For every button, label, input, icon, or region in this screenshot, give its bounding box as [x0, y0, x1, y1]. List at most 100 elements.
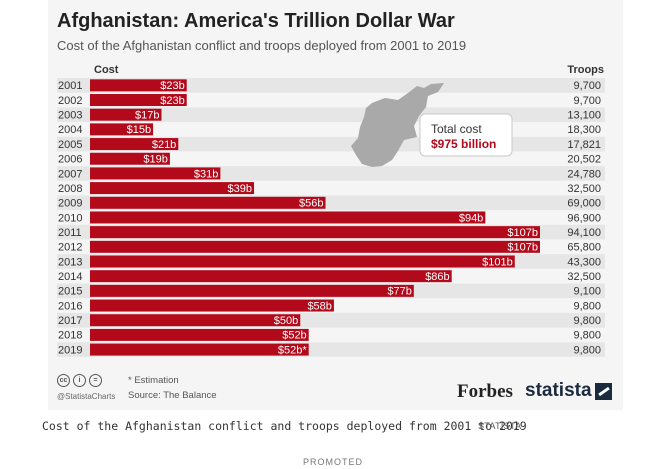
- caption-source[interactable]: STATISTA: [478, 421, 522, 431]
- year-tick-label: 2014: [58, 271, 82, 283]
- license-icons: cc i =: [57, 374, 102, 387]
- cost-value-label: $50b: [274, 315, 298, 327]
- troops-value-label: 9,100: [573, 286, 601, 298]
- forbes-logo: Forbes: [457, 381, 513, 402]
- troops-value-label: 9,700: [573, 95, 601, 107]
- cost-bar: [90, 255, 515, 268]
- year-tick-label: 2003: [58, 110, 82, 122]
- row-stripe: [57, 78, 605, 93]
- cost-bar: [90, 314, 301, 327]
- cost-value-label: $107b: [507, 227, 538, 239]
- promoted-label: PROMOTED: [303, 457, 364, 467]
- troops-value-label: 9,700: [573, 80, 601, 92]
- year-tick-label: 2008: [58, 183, 82, 195]
- cost-value-label: $17b: [135, 110, 159, 122]
- cost-value-label: $19b: [143, 154, 167, 166]
- troops-value-label: 9,800: [573, 330, 601, 342]
- year-tick-label: 2013: [58, 256, 82, 268]
- troops-value-label: 20,502: [567, 154, 601, 166]
- troops-value-label: 24,780: [567, 168, 601, 180]
- year-tick-label: 2006: [58, 154, 82, 166]
- year-tick-label: 2009: [58, 198, 82, 210]
- cost-bar: [90, 182, 255, 195]
- cost-bar: [90, 211, 486, 224]
- cost-value-label: $86b: [425, 271, 449, 283]
- cost-value-label: $52b*: [278, 344, 307, 356]
- cost-value-label: $107b: [507, 242, 538, 254]
- cost-bar: [90, 123, 154, 136]
- cost-value-label: $56b: [299, 198, 323, 210]
- cost-bar: [90, 79, 187, 92]
- troops-value-label: 9,800: [573, 315, 601, 327]
- year-tick-label: 2015: [58, 286, 82, 298]
- total-cost-callout-box: [419, 113, 513, 157]
- statista-logo-icon: [594, 382, 612, 400]
- cost-bar: [90, 328, 309, 341]
- cost-value-label: $23b: [160, 95, 184, 107]
- cost-bar: [90, 167, 221, 180]
- image-caption: Cost of the Afghanistan conflict and tro…: [42, 419, 527, 433]
- total-cost-label: Total cost: [431, 122, 482, 136]
- cost-bar: [90, 299, 334, 312]
- cost-value-label: $21b: [152, 139, 176, 151]
- cost-value-label: $58b: [307, 300, 331, 312]
- cost-value-label: $15b: [127, 124, 151, 136]
- cost-value-label: $31b: [194, 168, 218, 180]
- cost-bar: [90, 152, 170, 165]
- bar-chart: 2001 $23b 9,700 2002 $23b 9,700 2003 $17b 13,100…: [57, 64, 605, 357]
- total-cost-value: $975 billion: [431, 137, 496, 151]
- troops-value-label: 94,100: [567, 227, 601, 239]
- troops-value-label: 9,800: [573, 300, 601, 312]
- year-tick-label: 2016: [58, 300, 82, 312]
- cost-bar: [90, 94, 187, 107]
- cost-value-label: $101b: [482, 256, 513, 268]
- year-tick-label: 2012: [58, 242, 82, 254]
- year-tick-label: 2019: [58, 344, 82, 356]
- attribution-icon: i: [73, 374, 86, 387]
- cost-bar: [90, 270, 452, 283]
- statista-handle: @StatistaCharts: [57, 392, 116, 401]
- troops-value-label: 18,300: [567, 124, 601, 136]
- afghanistan-map-shape: [351, 83, 444, 167]
- troops-value-label: 65,800: [567, 242, 601, 254]
- cost-bar: [90, 240, 540, 253]
- cost-bar: [90, 138, 179, 151]
- source-note: Source: The Balance: [128, 390, 217, 401]
- troops-value-label: 32,500: [567, 271, 601, 283]
- chart-subtitle: Cost of the Afghanistan conflict and tro…: [57, 38, 467, 53]
- cost-value-label: $23b: [160, 80, 184, 92]
- year-tick-label: 2010: [58, 212, 82, 224]
- cost-value-label: $94b: [459, 212, 483, 224]
- cost-column-header: Cost: [94, 64, 119, 76]
- statista-logo-text: statista: [525, 380, 592, 401]
- troops-value-label: 43,300: [567, 256, 601, 268]
- estimation-note: * Estimation: [128, 375, 179, 386]
- year-tick-label: 2017: [58, 315, 82, 327]
- cost-bar: [90, 196, 326, 209]
- troops-value-label: 32,500: [567, 183, 601, 195]
- troops-value-label: 17,821: [567, 139, 601, 151]
- year-tick-label: 2007: [58, 168, 82, 180]
- year-tick-label: 2001: [58, 80, 82, 92]
- troops-column-header: Troops: [567, 64, 604, 76]
- year-tick-label: 2002: [58, 95, 82, 107]
- year-tick-label: 2004: [58, 124, 82, 136]
- cost-bar: [90, 343, 309, 356]
- troops-value-label: 9,800: [573, 344, 601, 356]
- statista-logo: statista: [525, 380, 612, 402]
- troops-value-label: 13,100: [567, 110, 601, 122]
- cost-value-label: $39b: [228, 183, 252, 195]
- cost-bar: [90, 226, 540, 239]
- cost-bar: [90, 284, 414, 297]
- chart-title: Afghanistan: America's Trillion Dollar W…: [57, 10, 455, 32]
- year-tick-label: 2011: [58, 227, 82, 239]
- troops-value-label: 96,900: [567, 212, 601, 224]
- no-derivatives-icon: =: [89, 374, 102, 387]
- creative-commons-icon: cc: [57, 374, 70, 387]
- cost-value-label: $52b: [282, 330, 306, 342]
- year-tick-label: 2005: [58, 139, 82, 151]
- year-tick-label: 2018: [58, 330, 82, 342]
- cost-bar: [90, 108, 162, 121]
- cost-value-label: $77b: [387, 286, 411, 298]
- troops-value-label: 69,000: [567, 198, 601, 210]
